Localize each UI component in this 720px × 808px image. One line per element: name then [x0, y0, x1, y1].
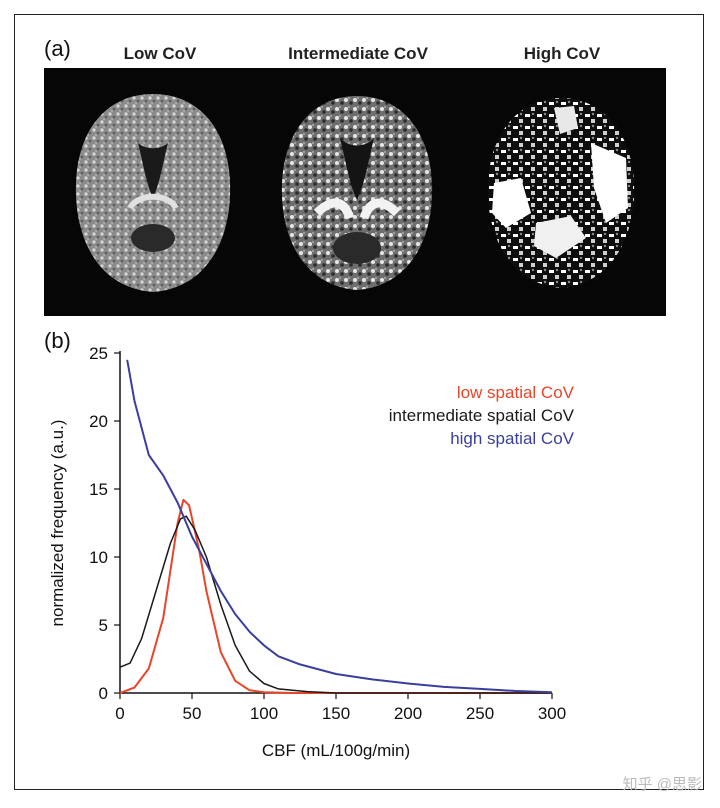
x-tick-label: 100	[250, 704, 278, 723]
watermark: 知乎 @思影	[622, 776, 702, 793]
chart-legend: low spatial CoV intermediate spatial CoV h…	[389, 383, 575, 448]
title-high-cov: High CoV	[523, 44, 601, 63]
chart-series-lines	[119, 359, 553, 694]
panel-a-label: (a)	[44, 36, 71, 61]
mri-image-strip	[44, 68, 666, 316]
y-tick-label: 25	[89, 344, 108, 363]
panel-b-label: (b)	[44, 328, 71, 353]
legend-low-cov: low spatial CoV	[457, 383, 575, 402]
high-cov-series-line	[126, 359, 553, 694]
brain-image-low-cov	[75, 94, 231, 292]
y-axis-label: normalized frequency (a.u.)	[48, 420, 67, 627]
title-intermediate-cov: Intermediate CoV	[288, 44, 428, 63]
brain-image-intermediate-cov	[281, 96, 433, 290]
intermediate-cov-series-line	[119, 515, 552, 694]
y-tick-label: 10	[89, 548, 108, 567]
brain-image-high-cov	[487, 98, 635, 288]
x-tick-label: 50	[183, 704, 202, 723]
x-tick-label: 250	[466, 704, 494, 723]
x-tick-label: 0	[115, 704, 124, 723]
legend-intermediate-cov: intermediate spatial CoV	[389, 406, 575, 425]
low-cov-series-line	[119, 498, 552, 694]
chart-ticks: 0 50 100 150 200 250 300 0 5 10 15 20 25	[89, 344, 566, 723]
y-tick-label: 5	[99, 616, 108, 635]
y-tick-label: 15	[89, 480, 108, 499]
legend-high-cov: high spatial CoV	[450, 429, 574, 448]
x-tick-label: 150	[322, 704, 350, 723]
y-tick-label: 20	[89, 412, 108, 431]
x-axis-label: CBF (mL/100g/min)	[262, 741, 410, 760]
x-tick-label: 200	[394, 704, 422, 723]
x-tick-label: 300	[538, 704, 566, 723]
title-low-cov: Low CoV	[123, 44, 197, 63]
y-tick-label: 0	[99, 684, 108, 703]
